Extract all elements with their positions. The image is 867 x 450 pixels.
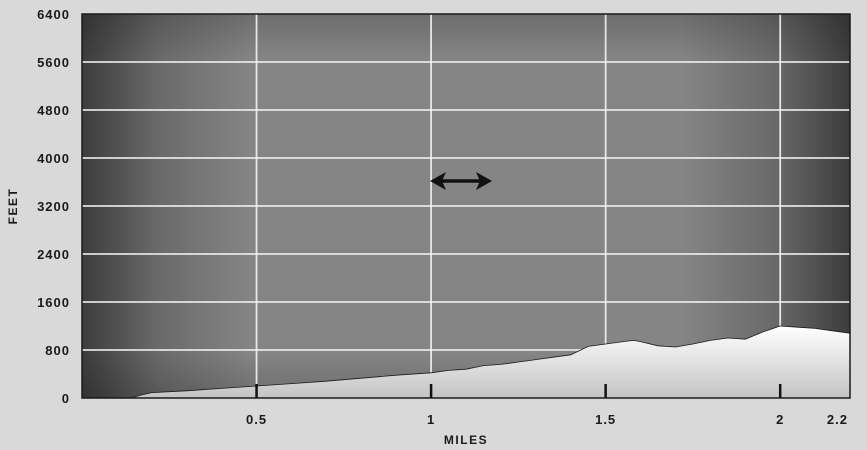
x-tick-label: 1.5	[595, 412, 616, 427]
grid-lines	[82, 14, 850, 398]
x-tick-label: 1	[427, 412, 435, 427]
y-tick-labels: 0 800 1600 2400 3200 4000 4800 5600 6400	[37, 7, 70, 406]
y-tick-label: 800	[45, 343, 70, 358]
x-axis-title: MILES	[444, 433, 488, 447]
y-tick-label: 4000	[37, 151, 70, 166]
y-axis-title: FEET	[6, 188, 20, 225]
area-series	[82, 325, 850, 398]
plot-frame	[81, 13, 851, 399]
x-tick-label: 2	[776, 412, 784, 427]
y-tick-label: 1600	[37, 295, 70, 310]
y-tick-label: 0	[62, 391, 70, 406]
elevation-area	[82, 325, 850, 398]
x-tick-marks	[255, 384, 782, 398]
x-tick-label: 0.5	[246, 412, 267, 427]
y-tick-label: 6400	[37, 7, 70, 22]
y-tick-label: 3200	[37, 199, 70, 214]
y-tick-label: 4800	[37, 103, 70, 118]
x-tick-labels: 0.5 1 1.5 2 2.2	[246, 412, 848, 427]
x-tick-label: 2.2	[827, 412, 848, 427]
y-tick-label: 5600	[37, 55, 70, 70]
y-tick-label: 2400	[37, 247, 70, 262]
double-arrow-icon	[430, 172, 492, 190]
